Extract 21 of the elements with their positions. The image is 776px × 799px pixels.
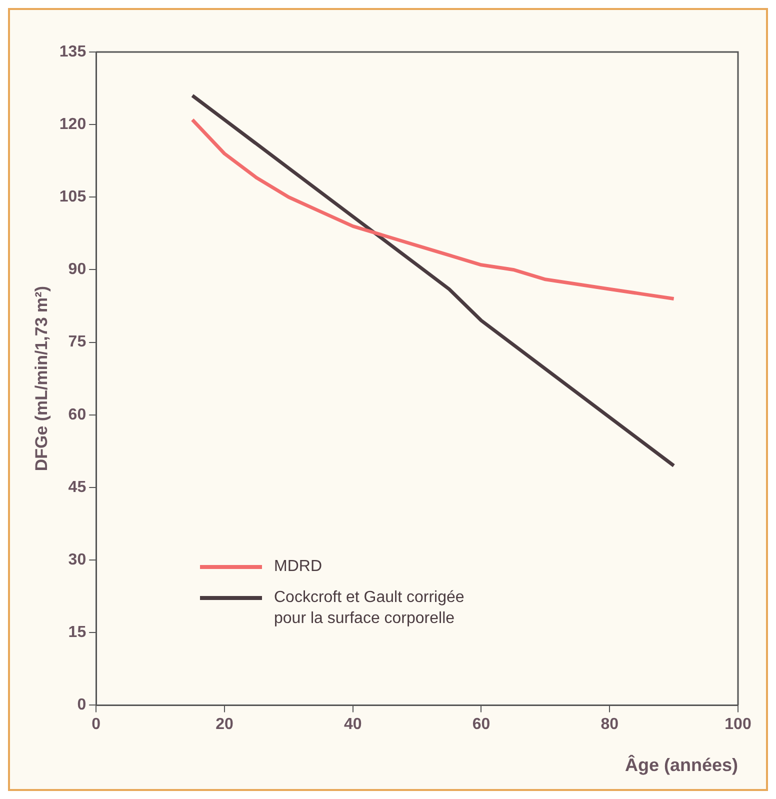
x-tick-label: 100 (724, 716, 752, 734)
y-tick-label: 15 (68, 624, 86, 642)
legend-label: MDRD (274, 557, 323, 577)
y-tick-label: 135 (59, 43, 86, 60)
y-tick-label: 75 (68, 334, 86, 351)
x-tick-label: 80 (600, 716, 619, 734)
x-tick-label: 20 (216, 716, 234, 734)
y-tick-label: 45 (68, 478, 86, 496)
y-tick-label: 120 (59, 116, 86, 133)
x-tick-label: 0 (92, 716, 101, 734)
x-axis-title: Âge (années) (624, 754, 738, 776)
legend-label: Cockcroft et Gault corrigée pour la surface corporelle (274, 588, 466, 629)
x-tick-label: 40 (344, 716, 362, 734)
y-axis-title: DFGe (mL/min/1,73 m²) (32, 286, 51, 472)
y-tick-label: 30 (68, 551, 86, 568)
x-tick-label: 60 (472, 716, 490, 734)
page-frame: Âge (années) DFGe (mL/min/1,73 m²) 0 20 40 60 80 100 0 15 30 45 60 75 90 105 120 135 MDRD Cockcroft et Gault corrigée pour la surface corporelle (8, 8, 768, 791)
y-tick-label: 105 (59, 188, 86, 206)
y-tick-label: 60 (68, 406, 86, 424)
y-tick-label: 0 (77, 696, 86, 714)
y-tick-label: 90 (68, 261, 86, 278)
